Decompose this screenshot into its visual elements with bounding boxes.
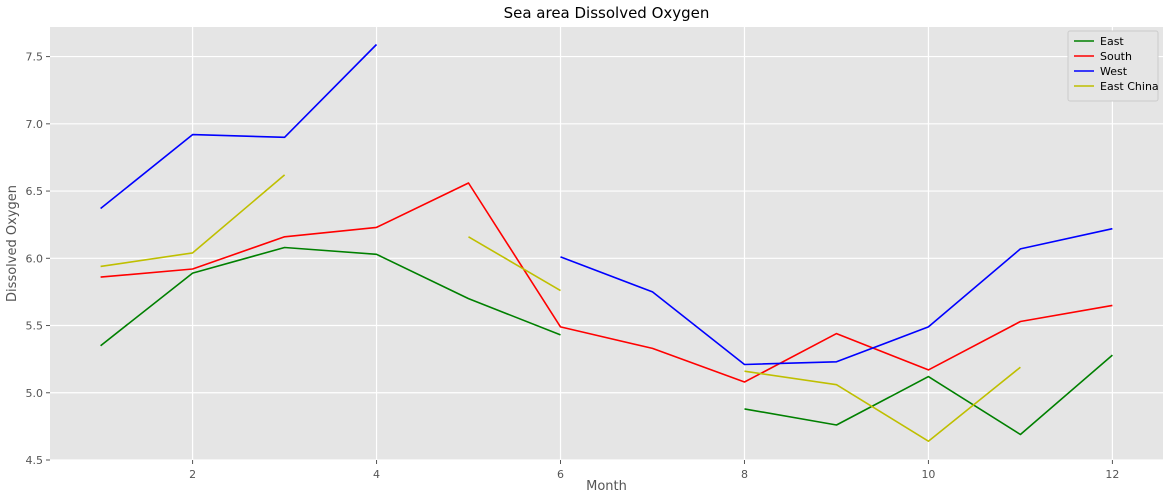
legend-box: [1067, 30, 1159, 102]
x-tick-label: 8: [741, 468, 748, 481]
y-tick-label: 6.0: [26, 252, 44, 265]
axes: 2 4 6 8 10 12 4.5 5.0 5.5 6.0 6.5 7.0 7.5: [26, 51, 1120, 481]
y-tick-label: 7.0: [26, 118, 44, 131]
series-line-east-china: [744, 366, 1021, 443]
y-tick-label: 7.5: [26, 51, 44, 64]
y-tick-label: 5.0: [26, 387, 44, 400]
x-tick-label: 4: [373, 468, 380, 481]
series-line-south: [100, 182, 1113, 383]
y-axis-title: Dissolved Oxygen: [5, 185, 20, 302]
series-line-east-china: [100, 174, 286, 268]
legend: East South West East China: [1067, 30, 1159, 102]
y-tick-label: 6.5: [26, 185, 44, 198]
y-tick-label: 4.5: [26, 454, 44, 467]
series-line-east: [744, 354, 1113, 436]
series-line-west: [100, 43, 378, 210]
series-lines: [100, 43, 1113, 443]
x-tick-label: 12: [1105, 468, 1119, 481]
series-line-east: [100, 246, 561, 347]
plot-background: [50, 27, 1163, 460]
legend-label-east: East: [1100, 35, 1124, 48]
series-line-west: [560, 227, 1113, 366]
legend-label-south: South: [1100, 50, 1132, 63]
x-tick-label: 2: [189, 468, 196, 481]
x-tick-label: 10: [921, 468, 935, 481]
legend-label-west: West: [1100, 65, 1128, 78]
legend-label-east-china: East China: [1100, 80, 1159, 93]
y-tick-label: 5.5: [26, 320, 44, 333]
chart-title: Sea area Dissolved Oxygen: [504, 4, 710, 22]
x-tick-label: 6: [557, 468, 564, 481]
x-axis-title: Month: [586, 479, 627, 494]
series-line-east-china: [468, 236, 561, 292]
